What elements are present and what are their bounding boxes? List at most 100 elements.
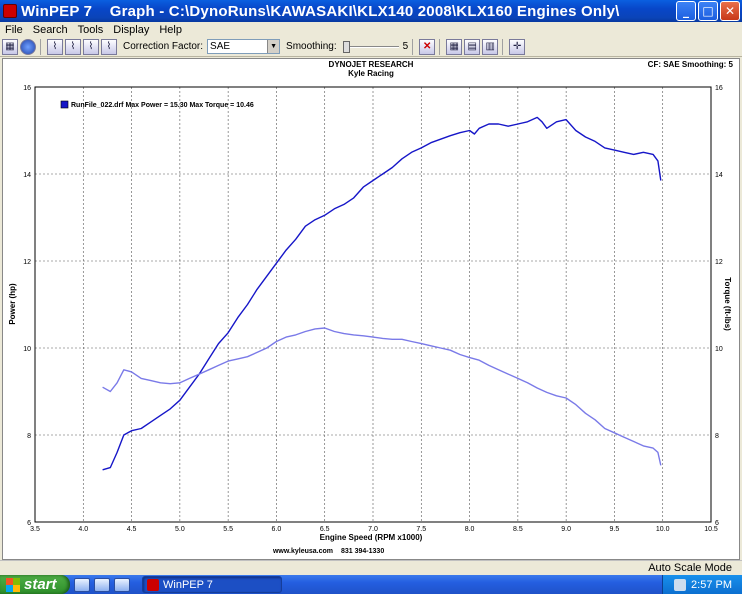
x-tick-label: 9.0 <box>561 526 571 533</box>
smoothing-value: 5 <box>402 41 409 52</box>
x-tick-label: 4.0 <box>78 526 88 533</box>
power-curve <box>102 116 662 471</box>
x-tick-label: 6.0 <box>272 526 282 533</box>
correction-info: CF: SAE Smoothing: 5 <box>648 60 734 69</box>
x-tick-label: 5.0 <box>175 526 185 533</box>
x-tick-label: 7.0 <box>368 526 378 533</box>
close-button[interactable]: ✕ <box>720 1 740 21</box>
toolbar-separator <box>40 38 41 55</box>
footer-phone: 831 394-1330 <box>341 548 384 555</box>
x-tick-label: 10.5 <box>704 526 718 533</box>
taskbar-item-winpep[interactable]: WinPEP 7 <box>142 576 282 593</box>
document-title: Graph - C:\DynoRuns\KAWASAKI\KLX140 2008… <box>109 2 620 20</box>
print-icon[interactable]: ▤ <box>464 38 481 55</box>
graph-power-icon[interactable]: ⌇ <box>47 38 63 55</box>
legend-label: RunFile_022.drf Max Power = 15.30 Max To… <box>71 102 254 109</box>
x-tick-label: 5.5 <box>223 526 233 533</box>
y-tick-label-right: 10 <box>715 346 723 353</box>
y-tick-label-right: 12 <box>715 259 723 266</box>
x-tick-label: 8.0 <box>465 526 475 533</box>
clear-graph-icon[interactable]: ✕ <box>419 38 436 55</box>
menu-display[interactable]: Display <box>113 23 150 36</box>
shop-name: Kyle Racing <box>348 69 394 78</box>
footer-url: www.kyleusa.com <box>272 548 333 555</box>
window-title: WinPEP 7 Graph - C:\DynoRuns\KAWASAKI\KL… <box>21 3 620 20</box>
grid <box>35 87 711 522</box>
clock: 2:57 PM <box>691 578 732 591</box>
x-tick-label: 7.5 <box>416 526 426 533</box>
graph-panel: DYNOJET RESEARCH Kyle Racing CF: SAE Smo… <box>2 58 740 560</box>
browser-quicklaunch-icon[interactable] <box>94 577 110 592</box>
taskbar: start WinPEP 7 2:57 PM <box>0 575 742 594</box>
menu-bar: File Search Tools Display Help <box>0 22 742 37</box>
toolbar-separator <box>412 38 414 55</box>
system-tray: 2:57 PM <box>662 575 742 594</box>
toolbar-separator <box>439 38 441 55</box>
network-icon[interactable] <box>674 578 687 591</box>
y-tick-label-left: 14 <box>23 172 31 179</box>
y-axis-title-left: Power (hp) <box>8 283 17 325</box>
desktop-quicklaunch-icon[interactable] <box>74 577 90 592</box>
smoothing-slider[interactable] <box>342 40 399 54</box>
taskbar-item-label: WinPEP 7 <box>163 578 213 591</box>
correction-factor-label: Correction Factor: <box>123 41 204 52</box>
media-quicklaunch-icon[interactable] <box>114 577 130 592</box>
crosshair-icon[interactable]: ✛ <box>509 38 526 55</box>
y-tick-label-left: 12 <box>23 259 31 266</box>
plot-frame <box>34 86 712 523</box>
graph-overlay-icon[interactable]: ⌇ <box>83 38 99 55</box>
status-bar: Auto Scale Mode <box>0 560 742 575</box>
graph-torque-icon[interactable]: ⌇ <box>65 38 81 55</box>
toolbar-separator <box>502 38 504 55</box>
x-tick-label: 6.5 <box>320 526 330 533</box>
y-tick-label-left: 10 <box>23 346 31 353</box>
window-titlebar[interactable]: WinPEP 7 Graph - C:\DynoRuns\KAWASAKI\KL… <box>0 0 742 22</box>
start-button[interactable]: start <box>0 575 70 594</box>
menu-tools[interactable]: Tools <box>77 23 104 36</box>
status-mode: Auto Scale Mode <box>648 562 732 574</box>
start-label: start <box>24 576 57 593</box>
x-tick-label: 9.5 <box>610 526 620 533</box>
windows-logo-icon <box>6 577 20 592</box>
run-list-icon[interactable]: ▦ <box>2 38 18 55</box>
menu-help[interactable]: Help <box>159 23 182 36</box>
edit-graph-icon[interactable]: ▥ <box>482 38 499 55</box>
menu-search[interactable]: Search <box>32 23 68 36</box>
app-icon <box>3 4 17 18</box>
slider-thumb[interactable] <box>342 40 350 53</box>
x-tick-label: 3.5 <box>30 526 40 533</box>
winpep-icon <box>147 578 159 591</box>
y-tick-label-left: 6 <box>27 520 31 527</box>
correction-factor-value: SAE <box>210 41 231 52</box>
slider-track <box>342 45 399 48</box>
y-tick-label-left: 8 <box>27 433 31 440</box>
tick-labels: 3.5 4.0 4.5 5.0 5.5 6.0 6.5 7.0 7.5 8.0 8.5 9.0 9.5 1… <box>23 85 723 533</box>
maximize-button[interactable]: □ <box>698 1 718 21</box>
company-name: DYNOJET RESEARCH <box>329 60 414 69</box>
torque-curve <box>102 327 662 466</box>
app-name: WinPEP 7 <box>21 2 93 20</box>
y-axis-title-right: Torque (ft-lbs) <box>723 277 732 331</box>
legend-swatch <box>60 100 69 109</box>
toolbar: ▦ ⌇ ⌇ ⌇ ⌇ Correction Factor: SAE ▼ Smoot… <box>0 37 742 57</box>
grid-icon[interactable]: ▦ <box>446 38 463 55</box>
y-tick-label-right: 16 <box>715 85 723 92</box>
window-controls: _ □ ✕ <box>676 1 740 21</box>
x-tick-label: 8.5 <box>513 526 523 533</box>
dyno-chart[interactable]: DYNOJET RESEARCH Kyle Racing CF: SAE Smo… <box>3 59 739 559</box>
y-tick-label-right: 8 <box>715 433 719 440</box>
x-tick-label: 10.0 <box>656 526 670 533</box>
correction-factor-select[interactable]: SAE ▼ <box>207 39 281 54</box>
menu-file[interactable]: File <box>5 23 23 36</box>
graph-compare-icon[interactable]: ⌇ <box>101 38 117 55</box>
y-tick-label-right: 14 <box>715 172 723 179</box>
smoothing-label: Smoothing: <box>286 41 337 52</box>
y-tick-label-left: 16 <box>23 85 31 92</box>
x-tick-label: 4.5 <box>127 526 137 533</box>
chevron-down-icon[interactable]: ▼ <box>267 40 280 53</box>
y-tick-label-right: 6 <box>715 520 719 527</box>
series <box>102 116 662 471</box>
x-axis-title: Engine Speed (RPM x1000) <box>320 533 423 542</box>
minimize-button[interactable]: _ <box>676 1 696 21</box>
globe-icon[interactable] <box>20 38 36 55</box>
